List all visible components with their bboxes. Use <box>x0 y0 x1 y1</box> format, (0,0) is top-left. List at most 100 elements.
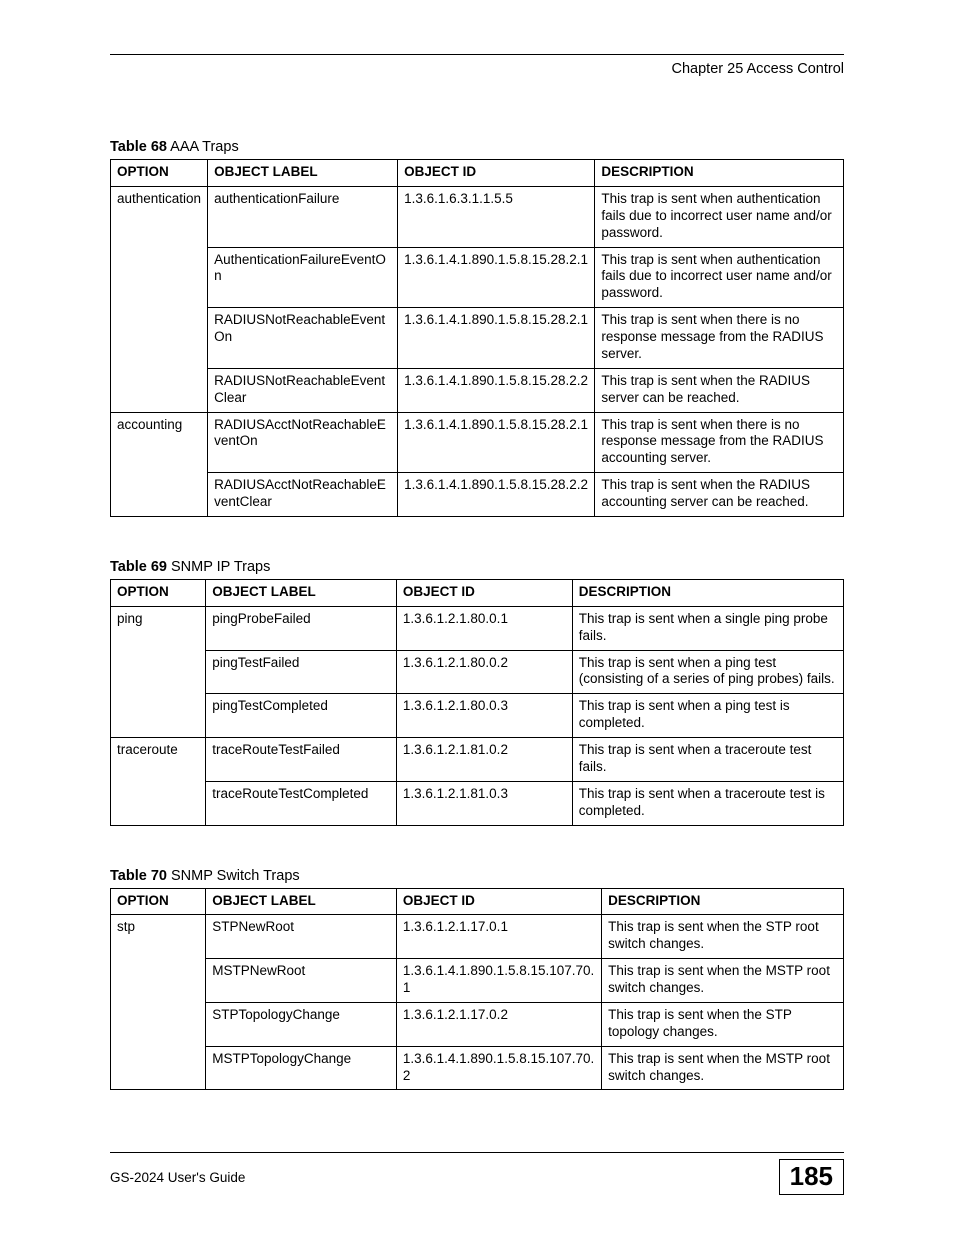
footer-row: GS-2024 User's Guide 185 <box>110 1159 844 1195</box>
cell-object-label: traceRouteTestCompleted <box>206 781 397 825</box>
cell-object-label: RADIUSNotReachableEventOn <box>208 308 398 369</box>
table-caption-number: Table 68 <box>110 139 167 155</box>
table-caption-title: SNMP Switch Traps <box>167 868 300 884</box>
table-header-cell: OBJECT LABEL <box>206 579 397 606</box>
table-row: traceroutetraceRouteTestFailed1.3.6.1.2.… <box>111 738 844 782</box>
cell-object-label: traceRouteTestFailed <box>206 738 397 782</box>
cell-description: This trap is sent when a traceroute test… <box>572 781 843 825</box>
cell-object-label: MSTPNewRoot <box>206 959 397 1003</box>
table-header-cell: OPTION <box>111 888 206 915</box>
cell-object-label: MSTPTopologyChange <box>206 1046 397 1090</box>
cell-object-label: authenticationFailure <box>208 186 398 247</box>
table-caption-title: AAA Traps <box>167 139 239 155</box>
cell-option: traceroute <box>111 738 206 826</box>
table-caption-number: Table 70 <box>110 868 167 884</box>
table-header-cell: OBJECT ID <box>396 579 572 606</box>
cell-object-label: STPNewRoot <box>206 915 397 959</box>
table-row: RADIUSNotReachableEventOn1.3.6.1.4.1.890… <box>111 308 844 369</box>
table-block-t68: Table 68 AAA Traps OPTIONOBJECT LABELOBJE… <box>110 139 844 517</box>
table-row: MSTPNewRoot1.3.6.1.4.1.890.1.5.8.15.107.… <box>111 959 844 1003</box>
cell-object-label: pingTestFailed <box>206 650 397 694</box>
cell-object-label: RADIUSAcctNotReachableEventOn <box>208 412 398 473</box>
cell-object-id: 1.3.6.1.4.1.890.1.5.8.15.28.2.2 <box>398 368 595 412</box>
table-row: pingpingProbeFailed1.3.6.1.2.1.80.0.1Thi… <box>111 606 844 650</box>
cell-object-label: pingTestCompleted <box>206 694 397 738</box>
cell-object-id: 1.3.6.1.4.1.890.1.5.8.15.28.2.1 <box>398 412 595 473</box>
cell-description: This trap is sent when a ping test (cons… <box>572 650 843 694</box>
cell-object-id: 1.3.6.1.2.1.17.0.1 <box>396 915 601 959</box>
table-row: authenticationauthenticationFailure1.3.6… <box>111 186 844 247</box>
footer-rule <box>110 1152 844 1153</box>
cell-description: This trap is sent when the STP root swit… <box>602 915 844 959</box>
page-number: 185 <box>779 1159 844 1195</box>
table-caption-title: SNMP IP Traps <box>167 559 270 575</box>
cell-object-label: AuthenticationFailureEventOn <box>208 247 398 308</box>
cell-object-label: RADIUSNotReachableEventClear <box>208 368 398 412</box>
table-block-t69: Table 69 SNMP IP Traps OPTIONOBJECT LABEL… <box>110 559 844 826</box>
table-header-cell: DESCRIPTION <box>572 579 843 606</box>
cell-description: This trap is sent when authentication fa… <box>595 247 844 308</box>
table-header-cell: OPTION <box>111 160 208 187</box>
table-row: pingTestCompleted1.3.6.1.2.1.80.0.3This … <box>111 694 844 738</box>
table-header-row: OPTIONOBJECT LABELOBJECT IDDESCRIPTION <box>111 160 844 187</box>
table-caption: Table 70 SNMP Switch Traps <box>110 868 844 884</box>
table-header-cell: OPTION <box>111 579 206 606</box>
cell-object-label: STPTopologyChange <box>206 1002 397 1046</box>
cell-object-label: pingProbeFailed <box>206 606 397 650</box>
cell-description: This trap is sent when the MSTP root swi… <box>602 959 844 1003</box>
cell-object-id: 1.3.6.1.4.1.890.1.5.8.15.107.70.2 <box>396 1046 601 1090</box>
cell-description: This trap is sent when the STP topology … <box>602 1002 844 1046</box>
table-header-cell: OBJECT LABEL <box>206 888 397 915</box>
cell-object-id: 1.3.6.1.4.1.890.1.5.8.15.28.2.2 <box>398 473 595 517</box>
cell-description: This trap is sent when the RADIUS server… <box>595 368 844 412</box>
footer-guide-text: GS-2024 User's Guide <box>110 1170 245 1185</box>
table-block-t70: Table 70 SNMP Switch Traps OPTIONOBJECT L… <box>110 868 844 1091</box>
table-header-row: OPTIONOBJECT LABELOBJECT IDDESCRIPTION <box>111 579 844 606</box>
cell-object-id: 1.3.6.1.2.1.81.0.2 <box>396 738 572 782</box>
table-caption-number: Table 69 <box>110 559 167 575</box>
cell-object-id: 1.3.6.1.4.1.890.1.5.8.15.107.70.1 <box>396 959 601 1003</box>
cell-object-label: RADIUSAcctNotReachableEventClear <box>208 473 398 517</box>
table-header-row: OPTIONOBJECT LABELOBJECT IDDESCRIPTION <box>111 888 844 915</box>
page-footer: GS-2024 User's Guide 185 <box>110 1152 844 1195</box>
table-header-cell: OBJECT LABEL <box>208 160 398 187</box>
table-caption: Table 69 SNMP IP Traps <box>110 559 844 575</box>
cell-object-id: 1.3.6.1.2.1.80.0.3 <box>396 694 572 738</box>
table-row: pingTestFailed1.3.6.1.2.1.80.0.2This tra… <box>111 650 844 694</box>
table-header-cell: DESCRIPTION <box>602 888 844 915</box>
cell-object-id: 1.3.6.1.4.1.890.1.5.8.15.28.2.1 <box>398 308 595 369</box>
cell-description: This trap is sent when a ping test is co… <box>572 694 843 738</box>
table-row: STPTopologyChange1.3.6.1.2.1.17.0.2This … <box>111 1002 844 1046</box>
table-row: RADIUSAcctNotReachableEventClear1.3.6.1.… <box>111 473 844 517</box>
cell-option: accounting <box>111 412 208 516</box>
cell-description: This trap is sent when there is no respo… <box>595 412 844 473</box>
cell-object-id: 1.3.6.1.4.1.890.1.5.8.15.28.2.1 <box>398 247 595 308</box>
cell-object-id: 1.3.6.1.2.1.80.0.2 <box>396 650 572 694</box>
table-row: AuthenticationFailureEventOn1.3.6.1.4.1.… <box>111 247 844 308</box>
cell-option: authentication <box>111 186 208 412</box>
table-header-cell: OBJECT ID <box>398 160 595 187</box>
table-header-cell: OBJECT ID <box>396 888 601 915</box>
cell-description: This trap is sent when there is no respo… <box>595 308 844 369</box>
cell-description: This trap is sent when authentication fa… <box>595 186 844 247</box>
chapter-title: Chapter 25 Access Control <box>110 61 844 77</box>
data-table: OPTIONOBJECT LABELOBJECT IDDESCRIPTIONau… <box>110 159 844 517</box>
cell-object-id: 1.3.6.1.2.1.80.0.1 <box>396 606 572 650</box>
cell-description: This trap is sent when a single ping pro… <box>572 606 843 650</box>
table-row: MSTPTopologyChange1.3.6.1.4.1.890.1.5.8.… <box>111 1046 844 1090</box>
table-row: traceRouteTestCompleted1.3.6.1.2.1.81.0.… <box>111 781 844 825</box>
header-rule <box>110 54 844 55</box>
cell-description: This trap is sent when a traceroute test… <box>572 738 843 782</box>
cell-object-id: 1.3.6.1.2.1.17.0.2 <box>396 1002 601 1046</box>
cell-object-id: 1.3.6.1.2.1.81.0.3 <box>396 781 572 825</box>
tables-container: Table 68 AAA TrapsOPTIONOBJECT LABELOBJE… <box>110 139 844 1090</box>
cell-description: This trap is sent when the RADIUS accoun… <box>595 473 844 517</box>
table-header-cell: DESCRIPTION <box>595 160 844 187</box>
table-row: accountingRADIUSAcctNotReachableEventOn1… <box>111 412 844 473</box>
document-page: Chapter 25 Access Control Table 68 AAA T… <box>0 0 954 1235</box>
data-table: OPTIONOBJECT LABELOBJECT IDDESCRIPTIONst… <box>110 888 844 1091</box>
cell-option: ping <box>111 606 206 737</box>
table-caption: Table 68 AAA Traps <box>110 139 844 155</box>
table-row: stpSTPNewRoot1.3.6.1.2.1.17.0.1This trap… <box>111 915 844 959</box>
table-row: RADIUSNotReachableEventClear1.3.6.1.4.1.… <box>111 368 844 412</box>
